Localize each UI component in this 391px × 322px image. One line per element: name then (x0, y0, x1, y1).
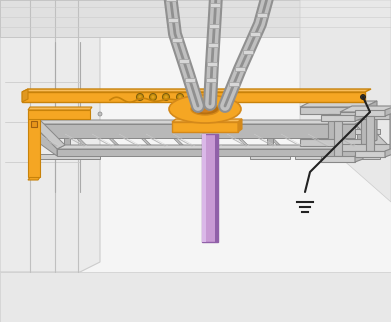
Polygon shape (28, 177, 40, 180)
Polygon shape (238, 119, 242, 132)
Polygon shape (22, 89, 28, 102)
Polygon shape (32, 120, 363, 124)
Polygon shape (366, 116, 374, 151)
Polygon shape (385, 107, 391, 116)
Polygon shape (355, 120, 388, 149)
Polygon shape (295, 129, 335, 134)
Circle shape (176, 93, 183, 100)
Polygon shape (355, 151, 385, 157)
Polygon shape (250, 129, 290, 131)
Circle shape (165, 96, 167, 99)
Polygon shape (340, 129, 380, 134)
Polygon shape (172, 122, 238, 132)
Circle shape (138, 96, 142, 99)
Polygon shape (334, 121, 342, 156)
Ellipse shape (169, 95, 241, 123)
Polygon shape (161, 126, 189, 151)
Polygon shape (355, 153, 363, 162)
Polygon shape (321, 115, 355, 121)
Bar (235, 67, 245, 71)
Bar (168, 18, 178, 22)
Bar (209, 24, 219, 27)
Polygon shape (340, 154, 380, 159)
Polygon shape (300, 107, 365, 114)
Polygon shape (355, 110, 385, 116)
Polygon shape (340, 112, 390, 119)
Bar (229, 82, 239, 86)
Polygon shape (385, 148, 391, 157)
Polygon shape (32, 124, 57, 156)
Polygon shape (32, 126, 60, 151)
Polygon shape (295, 129, 335, 131)
Polygon shape (340, 144, 390, 151)
Bar (208, 43, 218, 47)
Polygon shape (355, 126, 383, 151)
Polygon shape (57, 145, 388, 149)
Circle shape (163, 93, 170, 100)
Polygon shape (291, 126, 318, 151)
Circle shape (151, 96, 154, 99)
Bar (250, 32, 260, 36)
Polygon shape (0, 0, 391, 37)
Polygon shape (202, 134, 206, 242)
Polygon shape (64, 126, 92, 151)
Polygon shape (0, 272, 391, 322)
Polygon shape (172, 119, 242, 122)
Circle shape (361, 94, 366, 99)
Polygon shape (328, 114, 336, 139)
Polygon shape (295, 154, 335, 159)
Polygon shape (97, 126, 125, 151)
Polygon shape (300, 0, 391, 202)
Polygon shape (28, 110, 90, 119)
Polygon shape (32, 124, 355, 138)
Polygon shape (64, 134, 70, 154)
Polygon shape (321, 156, 355, 162)
Polygon shape (22, 89, 371, 92)
Bar (185, 78, 195, 82)
Bar (207, 62, 217, 66)
Polygon shape (365, 101, 377, 146)
Bar (242, 50, 253, 54)
Bar (179, 59, 189, 63)
Polygon shape (361, 119, 369, 144)
Polygon shape (226, 126, 254, 151)
Circle shape (149, 93, 156, 100)
Polygon shape (0, 0, 100, 272)
Polygon shape (28, 107, 92, 110)
Circle shape (98, 112, 102, 116)
Bar (166, 0, 176, 1)
Polygon shape (202, 134, 218, 242)
Circle shape (179, 96, 181, 99)
Polygon shape (355, 112, 363, 121)
Polygon shape (35, 154, 100, 159)
Ellipse shape (191, 103, 219, 115)
Polygon shape (57, 149, 380, 156)
Polygon shape (340, 129, 380, 131)
Polygon shape (390, 106, 391, 151)
Polygon shape (35, 129, 100, 134)
Polygon shape (215, 134, 218, 242)
Polygon shape (357, 134, 363, 154)
Polygon shape (35, 129, 100, 131)
Polygon shape (32, 120, 65, 149)
Polygon shape (250, 154, 290, 159)
Bar (210, 3, 221, 7)
Polygon shape (323, 126, 351, 151)
Polygon shape (129, 126, 157, 151)
Bar (31, 121, 37, 127)
Ellipse shape (196, 106, 214, 112)
Polygon shape (300, 139, 365, 146)
Polygon shape (22, 92, 365, 102)
Polygon shape (340, 106, 391, 112)
Bar (206, 78, 216, 82)
Polygon shape (250, 129, 290, 134)
Polygon shape (258, 126, 286, 151)
Bar (257, 13, 267, 17)
Circle shape (136, 93, 143, 100)
Polygon shape (300, 101, 377, 107)
Bar (172, 38, 182, 43)
Polygon shape (28, 112, 40, 177)
Polygon shape (194, 126, 221, 151)
Polygon shape (267, 134, 273, 154)
